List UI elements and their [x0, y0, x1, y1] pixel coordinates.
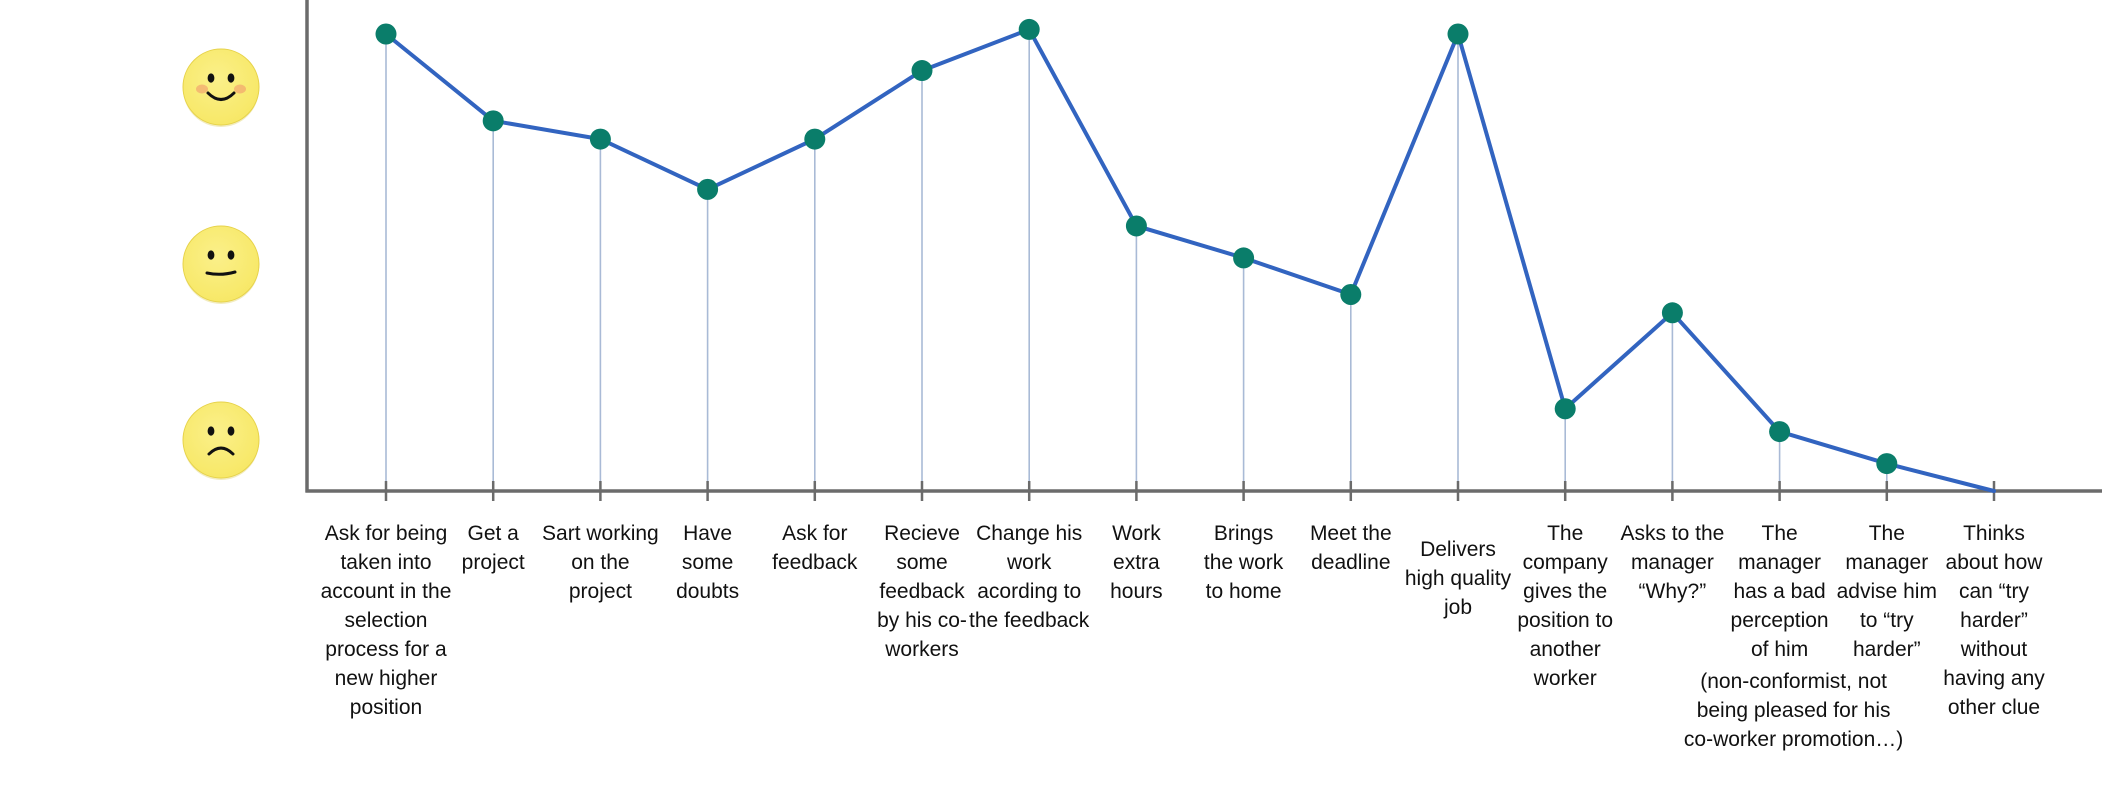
- data-point: [1554, 398, 1576, 420]
- x-tick-label: Change his work acording to the feedback: [969, 522, 1090, 632]
- x-tick-label: Meet the deadline: [1309, 522, 1392, 574]
- x-tick-label: The manager has a bad perception of him: [1730, 522, 1829, 661]
- x-tick-label: Recieve some feedback by his co-workers: [877, 522, 967, 661]
- data-point: [1018, 18, 1040, 40]
- drop-lines: [385, 29, 1888, 491]
- x-tick-label: Delivers high quality job: [1404, 538, 1512, 619]
- x-tick-label: Work extra hours: [1110, 522, 1163, 603]
- x-tick-label: The company gives the position to anothe…: [1517, 522, 1614, 690]
- x-label-annotation: (non-conformist, not being pleased for h…: [1683, 670, 1904, 751]
- x-tick-label: The manager advise him to “try harder”: [1836, 522, 1937, 661]
- data-point: [911, 60, 933, 82]
- data-points: [375, 18, 1898, 475]
- data-point: [375, 23, 397, 45]
- x-tick-label: Thinks about how can “try harder” withou…: [1943, 522, 2045, 719]
- x-tick-label: Ask for feedback: [772, 522, 858, 574]
- x-tick-label: Get a project: [461, 522, 525, 574]
- happy-face-icon: [182, 48, 260, 127]
- data-point: [1233, 247, 1255, 269]
- data-point: [1661, 302, 1683, 324]
- emotion-scale: [182, 48, 260, 480]
- x-tick-label: Ask for being taken into account in the …: [320, 522, 452, 719]
- series-polyline: [384, 27, 1996, 493]
- data-point: [804, 128, 826, 150]
- data-point: [1876, 453, 1898, 475]
- data-point: [589, 128, 611, 150]
- data-point: [1447, 23, 1469, 45]
- axes: [305, 0, 2102, 493]
- series-line: [384, 27, 1996, 493]
- data-point: [482, 110, 504, 132]
- neutral-face-icon: [182, 225, 260, 304]
- data-point: [1769, 421, 1791, 443]
- x-tick-label: Have some doubts: [676, 522, 740, 603]
- x-tick-label: Sart working on the project: [542, 522, 659, 603]
- data-point: [1340, 283, 1362, 305]
- data-point: [697, 178, 719, 200]
- data-point: [1125, 215, 1147, 237]
- sad-face-icon: [182, 401, 260, 480]
- x-tick-label: Brings the work to home: [1203, 522, 1284, 603]
- x-ticks: [384, 481, 1996, 501]
- x-tick-label: Asks to the manager “Why?”: [1620, 522, 1725, 603]
